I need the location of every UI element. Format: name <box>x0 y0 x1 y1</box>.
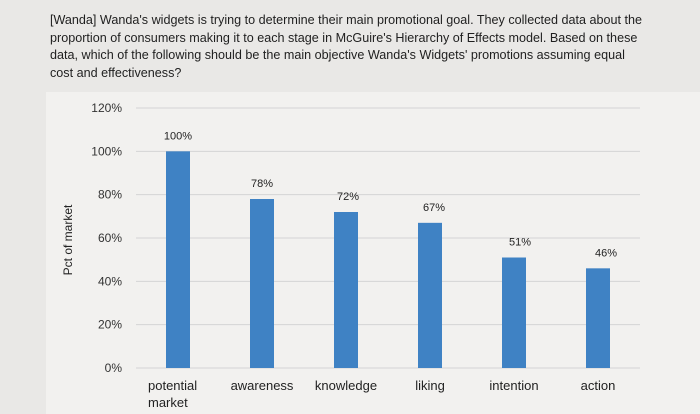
data-label: 72% <box>337 191 359 203</box>
y-tick-label: 80% <box>98 188 122 202</box>
bar-potential-market <box>166 151 190 368</box>
bar-knowledge <box>334 212 358 368</box>
category-label: knowledge <box>315 378 377 393</box>
data-label: 46% <box>595 247 617 259</box>
y-tick-label: 40% <box>98 274 122 288</box>
y-tick-label: 60% <box>98 231 122 245</box>
y-tick-label: 20% <box>98 318 122 332</box>
y-tick-label: 120% <box>91 101 122 115</box>
data-label: 51% <box>509 237 531 249</box>
category-label: potential market <box>148 378 197 410</box>
question-text: [Wanda] Wanda's widgets is trying to det… <box>50 13 643 80</box>
category-label: liking <box>415 378 445 393</box>
category-label: action <box>581 378 616 393</box>
category-label: awareness <box>231 378 294 393</box>
bar-intention <box>502 257 526 368</box>
bar-action <box>586 268 610 368</box>
y-tick-label: 100% <box>91 144 122 158</box>
data-label: 100% <box>164 130 192 142</box>
data-label: 67% <box>423 202 445 214</box>
category-label: intention <box>489 378 538 393</box>
bar-awareness <box>250 199 274 368</box>
bar-liking <box>418 222 442 368</box>
y-tick-label: 0% <box>105 361 123 375</box>
y-axis-label: Pct of market <box>61 204 75 275</box>
data-label: 78% <box>251 178 273 190</box>
